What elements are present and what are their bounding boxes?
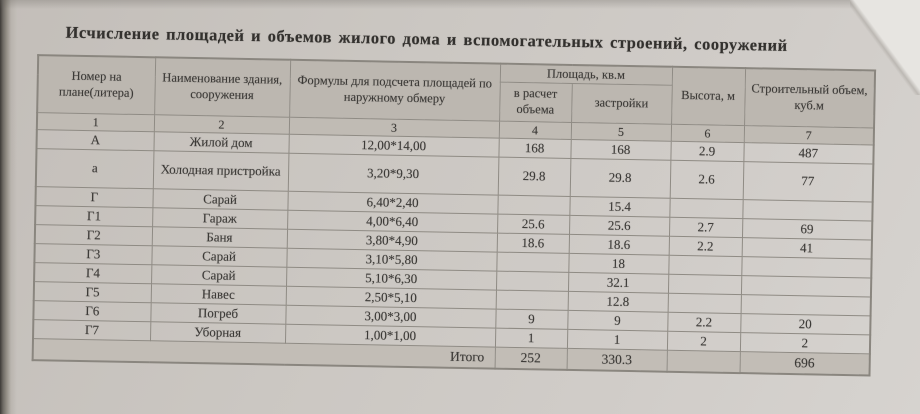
cell-height: 2.6 <box>669 160 744 200</box>
cell-liter: Г <box>35 186 153 208</box>
cell-built-area: 12.8 <box>567 291 668 313</box>
cell-liter: Г7 <box>33 319 151 341</box>
total-vol-area: 252 <box>494 347 567 370</box>
cell-name: Гараж <box>152 207 288 230</box>
cell-name: Сарай <box>151 264 287 287</box>
cell-vol-area: 168 <box>498 138 571 159</box>
scanned-page: Исчисление площадей и объемов жилого дом… <box>24 12 877 377</box>
cell-volume <box>741 256 872 278</box>
cell-built-area: 25.6 <box>569 215 670 237</box>
cell-name: Холодная пристройка <box>152 150 289 192</box>
cell-liter: А <box>36 129 154 151</box>
cell-built-area: 29.8 <box>569 158 671 199</box>
header-building-name: Наименование здания, сооружения <box>154 57 291 118</box>
document-title: Исчисление площадей и объемов жилого дом… <box>65 22 788 55</box>
cell-height: 2.2 <box>668 236 743 257</box>
cell-volume: 20 <box>740 313 871 335</box>
cell-name: Сарай <box>151 245 287 268</box>
table-body: А Жилой дом 12,00*14,00 168 168 2.9 487 … <box>32 129 874 376</box>
cell-vol-area: 9 <box>495 309 568 330</box>
cell-volume: 2 <box>739 332 871 354</box>
cell-volume: 41 <box>741 237 872 259</box>
cell-liter: а <box>35 148 154 189</box>
cell-volume: 487 <box>743 142 874 164</box>
cell-name: Баня <box>151 226 288 249</box>
cell-vol-area <box>496 252 569 273</box>
cell-built-area: 168 <box>570 139 671 161</box>
cell-volume <box>740 275 872 297</box>
header-height: Высота, м <box>671 66 746 126</box>
header-plan-number: Номер на плане(литера) <box>37 55 156 115</box>
cell-liter: Г3 <box>34 243 152 265</box>
header-row-1: Номер на плане(литера) Наименование здан… <box>37 55 876 128</box>
cell-liter: Г1 <box>35 205 153 227</box>
cell-volume: 69 <box>742 218 873 240</box>
cell-height: 2.2 <box>667 312 741 333</box>
header-area-volume-calc: в расчет объема <box>499 82 572 123</box>
cell-height <box>668 255 742 276</box>
cell-vol-area: 25.6 <box>497 214 570 235</box>
cell-height: 2 <box>666 331 741 352</box>
cell-name: Навес <box>150 283 287 306</box>
cell-liter: Г5 <box>33 281 152 303</box>
cell-name: Погреб <box>150 302 286 325</box>
cell-name: Сарай <box>152 188 288 211</box>
col-number: 4 <box>498 121 572 140</box>
total-built-area: 330.3 <box>566 348 667 372</box>
cell-built-area: 15.4 <box>569 196 670 218</box>
header-construction-volume: Строительный объем, куб.м <box>744 68 876 128</box>
cell-height: 2.7 <box>669 217 743 238</box>
cell-name: Жилой дом <box>153 131 289 154</box>
col-number: 5 <box>570 122 672 142</box>
col-number: 6 <box>670 124 745 143</box>
cell-built-area: 1 <box>566 329 668 351</box>
cell-formula: 3,20*9,30 <box>287 153 499 196</box>
cell-built-area: 32.1 <box>567 272 669 294</box>
cell-vol-area: 18.6 <box>496 233 570 254</box>
cell-vol-area: 1 <box>494 328 568 349</box>
cell-volume <box>740 294 871 316</box>
cell-height <box>667 293 741 314</box>
total-volume: 696 <box>739 351 870 376</box>
cell-volume: 77 <box>742 161 874 202</box>
cell-liter: Г4 <box>34 262 152 284</box>
cell-height <box>669 198 743 219</box>
cell-built-area: 9 <box>567 310 668 332</box>
cell-vol-area <box>495 271 569 292</box>
col-number: 1 <box>36 112 155 132</box>
cell-height: 2.9 <box>670 141 744 162</box>
cell-vol-area <box>497 195 570 216</box>
total-height <box>666 350 740 374</box>
header-formula: Формулы для подсчета площадей по наружно… <box>289 59 501 122</box>
cell-built-area: 18.6 <box>568 234 670 256</box>
cell-liter: Г2 <box>34 224 153 246</box>
cell-vol-area: 29.8 <box>497 157 571 197</box>
cell-volume <box>742 199 873 221</box>
cell-liter: Г6 <box>33 300 151 322</box>
cell-name: Уборная <box>149 321 286 344</box>
header-area-built: застройки <box>571 83 672 125</box>
areas-volumes-table: Номер на плане(литера) Наименование здан… <box>31 54 877 377</box>
cell-built-area: 18 <box>568 253 669 275</box>
cell-vol-area <box>495 290 568 311</box>
cell-height <box>667 274 742 295</box>
